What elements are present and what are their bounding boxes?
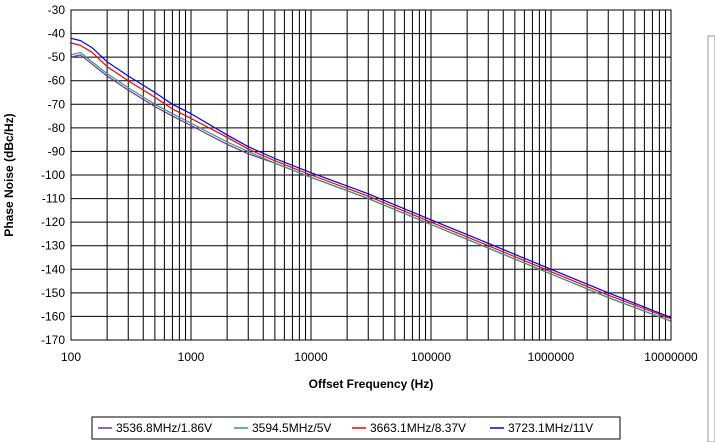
x-tick-label: 100000 bbox=[411, 350, 451, 364]
y-tick-label: -60 bbox=[48, 74, 66, 88]
legend-label-1: 3536.8MHz/1.86V bbox=[116, 421, 212, 435]
x-axis-title: Offset Frequency (Hz) bbox=[309, 377, 434, 391]
y-tick-label: -80 bbox=[48, 121, 66, 135]
gridlines bbox=[70, 9, 671, 341]
y-tick-label: -120 bbox=[41, 215, 65, 229]
y-tick-label: -70 bbox=[48, 97, 66, 111]
series-line-4 bbox=[70, 37, 672, 319]
y-tick-label: -30 bbox=[48, 3, 66, 17]
legend: 3536.8MHz/1.86V 3594.5MHz/5V 3663.1MHz/8.3… bbox=[98, 421, 593, 435]
x-tick-label: 10000 bbox=[294, 350, 328, 364]
x-tick-label: 10000000 bbox=[644, 350, 698, 364]
x-tick-labels: 100 1000 10000 100000 1000000 10000000 bbox=[61, 350, 698, 364]
series-line-2 bbox=[70, 51, 672, 322]
legend-label-3: 3663.1MHz/8.37V bbox=[370, 421, 466, 435]
y-tick-label: -150 bbox=[41, 286, 65, 300]
right-edge-mark bbox=[707, 35, 715, 442]
legend-label-2: 3594.5MHz/5V bbox=[252, 421, 331, 435]
y-tick-label: -170 bbox=[41, 333, 65, 347]
y-tick-label: -50 bbox=[48, 50, 66, 64]
plot-border bbox=[70, 9, 672, 341]
series-lines bbox=[70, 37, 672, 322]
series-line-3 bbox=[70, 42, 672, 320]
y-tick-label: -90 bbox=[48, 144, 66, 158]
y-tick-labels: -30 -40 -50 -60 -70 -80 -90 -100 -110 -120 -130 -14… bbox=[41, 3, 65, 347]
y-tick-label: -100 bbox=[41, 168, 65, 182]
x-tick-label: 100 bbox=[61, 350, 81, 364]
y-tick-label: -40 bbox=[48, 27, 66, 41]
y-axis-title: Phase Noise (dBc/Hz) bbox=[2, 113, 16, 236]
x-tick-label: 1000000 bbox=[528, 350, 575, 364]
y-tick-label: -110 bbox=[42, 192, 65, 206]
y-tick-label: -160 bbox=[41, 309, 65, 323]
y-tick-label: -130 bbox=[41, 239, 65, 253]
y-tick-label: -140 bbox=[41, 262, 65, 276]
legend-label-4: 3723.1MHz/11V bbox=[508, 421, 593, 435]
x-tick-label: 1000 bbox=[178, 350, 205, 364]
